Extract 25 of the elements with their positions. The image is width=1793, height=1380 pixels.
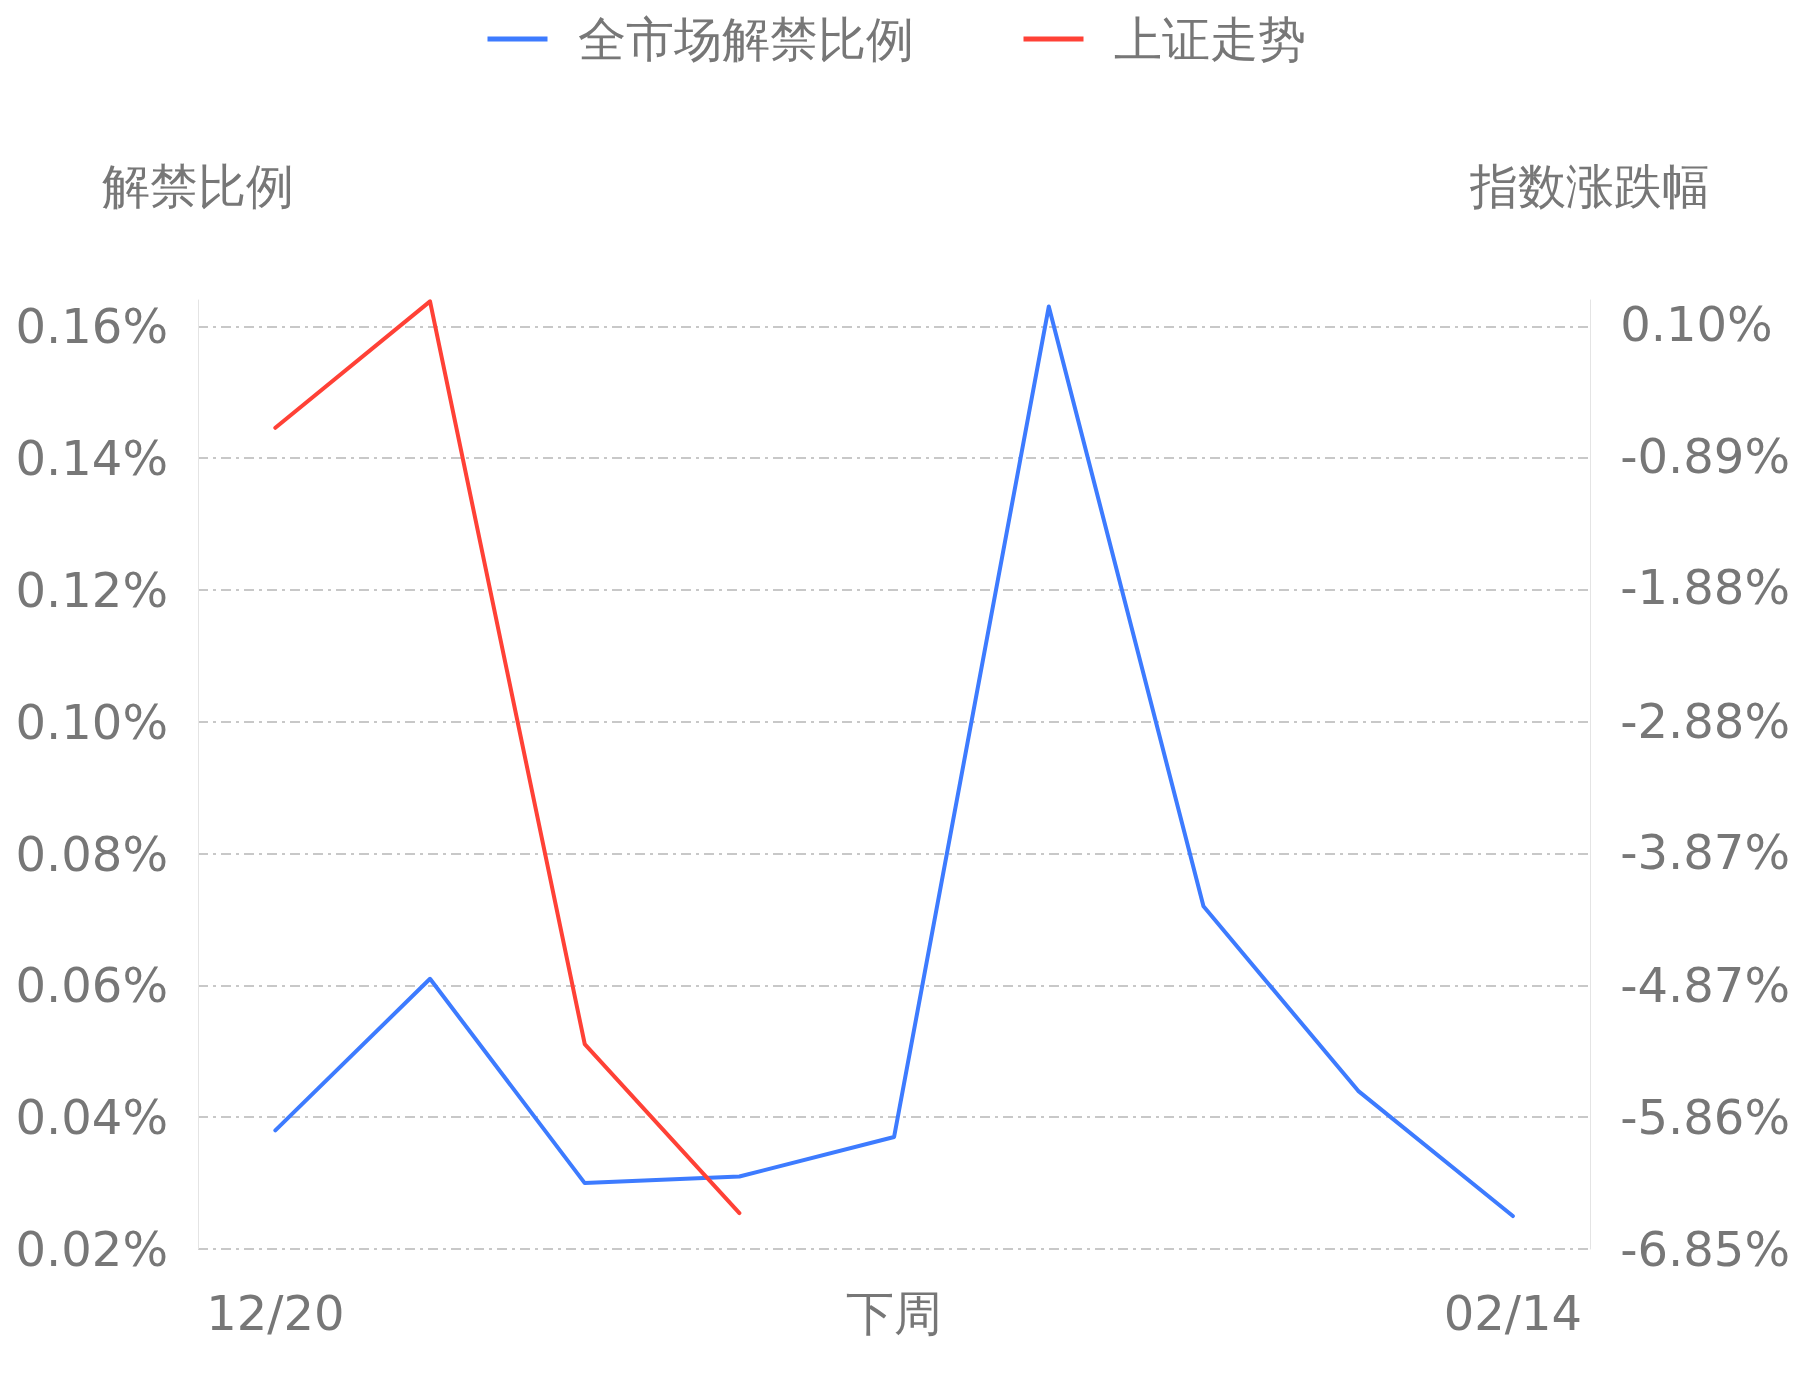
y2-tick-label: -1.88% bbox=[1620, 559, 1791, 616]
x-tick-label: 02/14 bbox=[1443, 1285, 1583, 1341]
y2-tick-label: -2.88% bbox=[1620, 692, 1791, 749]
y2-tick-label: -3.87% bbox=[1620, 824, 1791, 881]
y-axis-title: 解禁比例 bbox=[102, 158, 294, 214]
y-tick-label: 0.12% bbox=[15, 561, 168, 618]
legend-label: 全市场解禁比例 bbox=[577, 11, 914, 67]
y2-tick-label: -6.85% bbox=[1620, 1221, 1791, 1277]
line-series bbox=[273, 304, 1515, 1219]
y-tick-label: 0.14% bbox=[15, 430, 168, 487]
y-tick-label: 0.02% bbox=[15, 1221, 168, 1277]
line-series bbox=[273, 299, 742, 1216]
y-tick-label: 0.16% bbox=[15, 298, 168, 355]
y-tick-label: 0.04% bbox=[15, 1089, 168, 1146]
y2-tick-label: -0.89% bbox=[1620, 427, 1791, 484]
y-tick-label: 0.06% bbox=[15, 957, 168, 1014]
y2-tick-label: 0.10% bbox=[1620, 295, 1773, 352]
legend-label: 上证走势 bbox=[1113, 11, 1306, 67]
y2-axis-title: 指数涨跌幅 bbox=[1469, 158, 1711, 214]
y-tick-label: 0.08% bbox=[15, 825, 168, 882]
y-tick-label: 0.10% bbox=[15, 693, 168, 750]
y2-tick-label: -5.86% bbox=[1620, 1089, 1791, 1146]
x-tick-label: 下周 bbox=[846, 1285, 943, 1341]
x-tick-label: 12/20 bbox=[206, 1285, 345, 1341]
y2-tick-label: -4.87% bbox=[1620, 957, 1791, 1014]
